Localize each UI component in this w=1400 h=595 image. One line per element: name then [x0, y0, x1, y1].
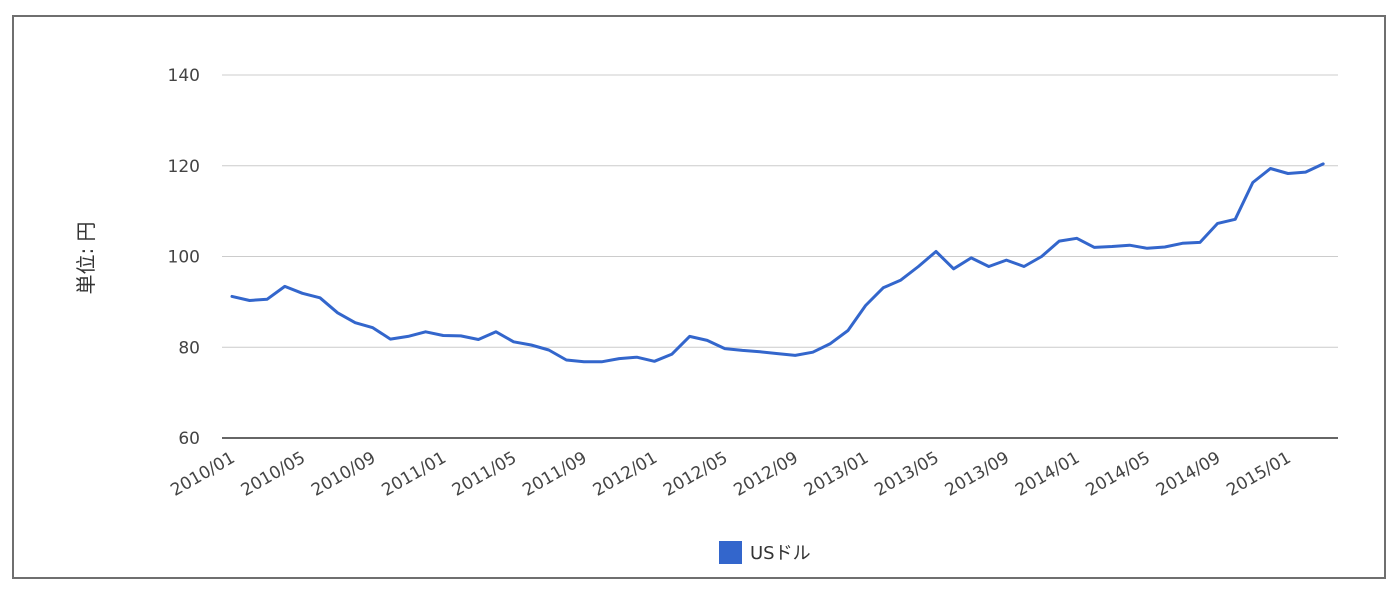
- y-axis-ticks: 60 80 100 120 140: [168, 66, 200, 449]
- y-axis-label: 単位: 円: [74, 221, 98, 294]
- x-tick-label: 2013/09: [942, 448, 1013, 501]
- x-tick-label: 2014/01: [1012, 448, 1083, 501]
- x-tick-label: 2012/01: [590, 448, 661, 501]
- x-tick-label: 2011/05: [449, 448, 520, 501]
- y-tick-label: 140: [168, 66, 200, 86]
- x-tick-label: 2013/05: [871, 448, 942, 501]
- x-tick-label: 2014/05: [1083, 448, 1154, 501]
- y-tick-label: 100: [168, 248, 200, 268]
- series-group: [230, 162, 1325, 364]
- x-tick-label: 2012/09: [731, 448, 802, 501]
- x-axis-ticks: 2010/01 2010/05 2010/09 2011/01 2011/05 2011/…: [167, 448, 1294, 501]
- x-tick-label: 2010/09: [308, 448, 379, 501]
- legend: USドル: [719, 541, 811, 564]
- x-tick-label: 2012/05: [660, 448, 731, 501]
- legend-label: USドル: [750, 543, 811, 564]
- x-tick-label: 2014/09: [1153, 448, 1224, 501]
- x-tick-label: 2010/01: [167, 448, 238, 501]
- y-tick-label: 80: [178, 338, 200, 358]
- gridlines: [222, 74, 1338, 348]
- x-tick-label: 2015/01: [1223, 448, 1294, 501]
- y-tick-label: 120: [168, 157, 200, 177]
- series-line-usd: [230, 162, 1325, 364]
- x-tick-label: 2011/09: [519, 448, 590, 501]
- legend-swatch: [719, 541, 742, 564]
- x-tick-label: 2010/05: [238, 448, 309, 501]
- x-tick-label: 2011/01: [379, 448, 450, 501]
- x-tick-label: 2013/01: [801, 448, 872, 501]
- y-tick-label: 60: [178, 429, 200, 449]
